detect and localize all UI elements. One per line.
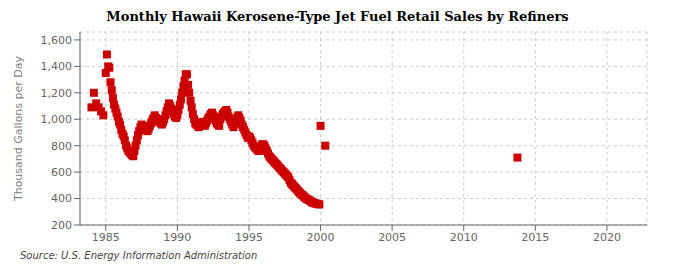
- svg-text:2020: 2020: [593, 231, 621, 244]
- svg-text:2005: 2005: [378, 231, 406, 244]
- svg-text:1,000: 1,000: [41, 113, 73, 126]
- svg-text:1995: 1995: [235, 231, 263, 244]
- svg-text:400: 400: [51, 192, 72, 205]
- svg-text:1,200: 1,200: [41, 87, 73, 100]
- html-text:Source: U.S. Energy Informatio: Source: U.S. Energy Information Administ…: [20, 250, 258, 261]
- svg-text:200: 200: [51, 219, 72, 232]
- svg-text:2015: 2015: [521, 231, 549, 244]
- svg-text:2010: 2010: [450, 231, 478, 244]
- svg-text:800: 800: [51, 140, 72, 153]
- svg-text:1,600: 1,600: [41, 34, 73, 47]
- svg-text:2000: 2000: [307, 231, 335, 244]
- svg-text:Thousand Gallons per Day: Thousand Gallons per Day: [12, 55, 25, 202]
- svg-text:1,400: 1,400: [41, 60, 73, 73]
- svg-text:1990: 1990: [163, 231, 191, 244]
- html-text:Monthly Hawaii Kerosene-Type J: Monthly Hawaii Kerosene-Type Jet Fuel Re…: [106, 9, 569, 24]
- svg-text:1985: 1985: [92, 231, 120, 244]
- svg-text:600: 600: [51, 166, 72, 179]
